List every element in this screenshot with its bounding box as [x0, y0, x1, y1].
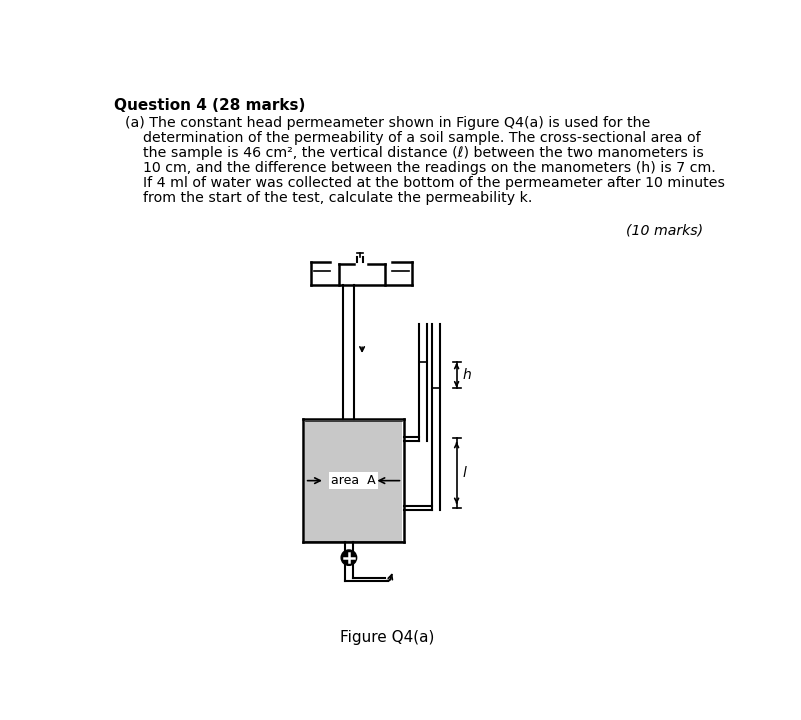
Text: 10 cm, and the difference between the readings on the manometers (h) is 7 cm.: 10 cm, and the difference between the re… [125, 161, 715, 175]
Text: (10 marks): (10 marks) [626, 223, 703, 238]
Text: the sample is 46 cm², the vertical distance (ℓ) between the two manometers is: the sample is 46 cm², the vertical dista… [125, 145, 704, 160]
Text: h: h [463, 368, 472, 382]
Text: (a) The constant head permeameter shown in Figure Q4(a) is used for the: (a) The constant head permeameter shown … [125, 116, 650, 130]
Circle shape [341, 550, 356, 565]
Bar [304, 420, 402, 541]
Text: Figure Q4(a): Figure Q4(a) [340, 630, 434, 645]
Text: area  A: area A [332, 474, 376, 487]
Text: determination of the permeability of a soil sample. The cross-sectional area of: determination of the permeability of a s… [125, 130, 701, 145]
Text: If 4 ml of water was collected at the bottom of the permeameter after 10 minutes: If 4 ml of water was collected at the bo… [125, 176, 725, 189]
Text: Question 4 (28 marks): Question 4 (28 marks) [114, 98, 305, 113]
Text: l: l [463, 466, 467, 480]
Text: from the start of the test, calculate the permeability k.: from the start of the test, calculate th… [125, 191, 533, 204]
